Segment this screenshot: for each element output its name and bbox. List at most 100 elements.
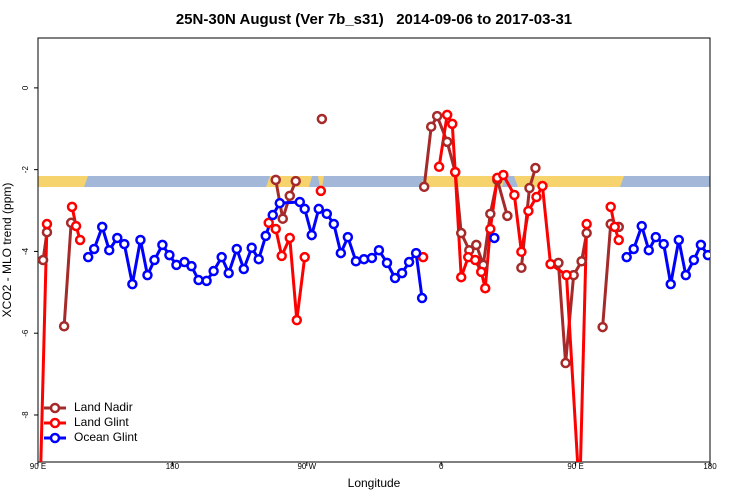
land-band <box>420 176 505 187</box>
data-point <box>74 234 86 246</box>
legend-swatch-marker <box>49 417 61 429</box>
data-point <box>403 256 415 268</box>
data-point <box>516 246 527 258</box>
y-axis-label: XCO2 - MLO trend (ppm) <box>0 183 14 318</box>
data-point <box>537 180 548 192</box>
y-tick-label: -8 <box>21 411 30 419</box>
data-point <box>560 357 571 369</box>
y-tick-label: -2 <box>21 166 30 174</box>
data-point <box>609 221 620 233</box>
data-point <box>246 242 257 254</box>
data-point <box>135 234 146 246</box>
data-point <box>553 257 564 269</box>
data-point <box>389 272 401 284</box>
series-line <box>41 112 620 364</box>
data-point <box>291 314 303 326</box>
y-tick-label: -4 <box>21 247 30 255</box>
data-point <box>299 203 310 215</box>
surface-band <box>38 176 710 187</box>
data-point <box>66 201 78 213</box>
data-point <box>96 221 108 233</box>
data-point <box>294 196 306 208</box>
data-point <box>127 278 138 290</box>
data-point <box>164 249 175 261</box>
data-point <box>410 247 422 259</box>
data-point <box>238 263 250 275</box>
data-point <box>253 253 264 265</box>
data-point <box>605 201 616 213</box>
data-point <box>516 262 527 274</box>
data-point <box>274 197 286 209</box>
data-point <box>38 254 49 266</box>
data-point <box>342 231 354 243</box>
data-point <box>576 493 584 500</box>
data-point <box>650 231 662 243</box>
data-point <box>263 217 274 229</box>
data-point <box>581 227 592 239</box>
data-point <box>530 162 541 174</box>
x-tick-label: 90 E <box>567 462 583 471</box>
data-point <box>688 254 700 266</box>
data-point <box>36 493 44 500</box>
data-point <box>485 208 496 220</box>
data-point <box>216 251 227 263</box>
data-point <box>119 238 130 250</box>
data-point <box>321 208 333 220</box>
data-point <box>502 210 513 222</box>
data-point <box>316 113 328 125</box>
data-point <box>41 226 53 238</box>
data-point <box>431 110 443 122</box>
data-point <box>306 229 317 241</box>
data-point <box>480 282 491 294</box>
data-point <box>208 265 219 277</box>
data-point <box>70 220 82 232</box>
data-point <box>82 251 94 263</box>
data-point <box>313 203 324 215</box>
data-point <box>315 185 327 197</box>
data-point <box>171 259 182 271</box>
data-point <box>636 220 648 232</box>
land-band <box>38 176 88 187</box>
data-point <box>680 269 692 281</box>
data-point <box>223 267 234 279</box>
y-tick-label: -6 <box>21 329 30 337</box>
legend-label: Ocean Glint <box>74 430 138 444</box>
data-point <box>284 190 296 202</box>
data-point <box>471 239 482 251</box>
data-point <box>149 254 160 266</box>
data-point <box>498 169 509 181</box>
data-point <box>260 230 271 242</box>
data-point <box>186 260 197 272</box>
data-point <box>658 238 669 250</box>
data-point <box>695 239 707 251</box>
data-point <box>231 243 243 255</box>
data-point <box>290 175 301 187</box>
data-point <box>373 244 385 256</box>
series-line <box>86 200 710 299</box>
data-point <box>475 266 487 278</box>
data-point <box>103 244 115 256</box>
data-point <box>628 243 639 255</box>
data-point <box>576 255 587 267</box>
data-point <box>665 278 676 290</box>
data-point <box>531 191 542 203</box>
data-point <box>643 244 655 256</box>
data-point <box>335 247 347 259</box>
data-point <box>449 166 461 178</box>
data-point <box>702 249 710 261</box>
data-point <box>561 269 572 281</box>
x-tick-label: 0 <box>439 462 444 471</box>
data-point <box>193 274 204 286</box>
data-point <box>350 255 362 267</box>
data-point <box>447 118 458 130</box>
plot-frame <box>37 37 711 463</box>
data-point <box>418 181 430 193</box>
data-point <box>270 223 281 235</box>
legend-label: Land Glint <box>74 415 129 429</box>
data-point <box>277 213 289 224</box>
data-point <box>88 243 100 255</box>
data-point <box>267 209 279 221</box>
data-point <box>545 258 556 270</box>
x-tick-label: 180 <box>166 462 180 471</box>
